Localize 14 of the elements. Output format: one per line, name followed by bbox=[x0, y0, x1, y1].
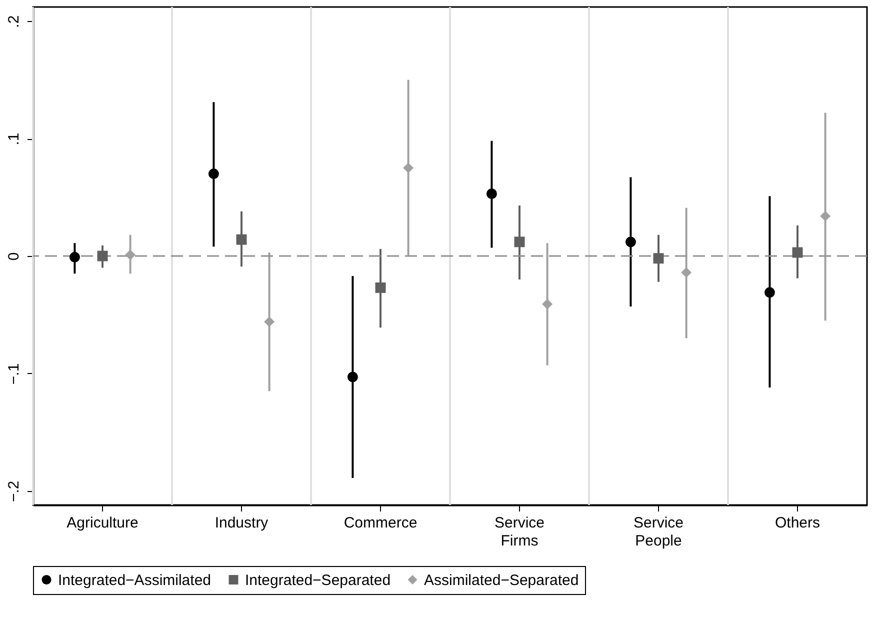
legend-label: Integrated−Assimilated bbox=[58, 572, 212, 589]
x-tick-label: Others bbox=[774, 514, 820, 532]
x-tick-label: Service Firms bbox=[494, 514, 545, 550]
x-tick-label: Service People bbox=[633, 514, 684, 550]
y-tick-label: −.2 bbox=[6, 480, 22, 502]
y-tick-label: −.1 bbox=[6, 363, 22, 385]
legend-label: Integrated−Separated bbox=[245, 572, 391, 589]
x-tick-label: Industry bbox=[214, 514, 269, 532]
y-tick-label: .1 bbox=[6, 132, 22, 146]
x-tick-label: Commerce bbox=[344, 514, 418, 532]
y-tick-label: .2 bbox=[6, 15, 22, 28]
x-tick-label: Agriculture bbox=[66, 514, 138, 532]
legend-label: Assimilated−Separated bbox=[424, 572, 579, 589]
y-tick-label: 0 bbox=[6, 252, 22, 261]
